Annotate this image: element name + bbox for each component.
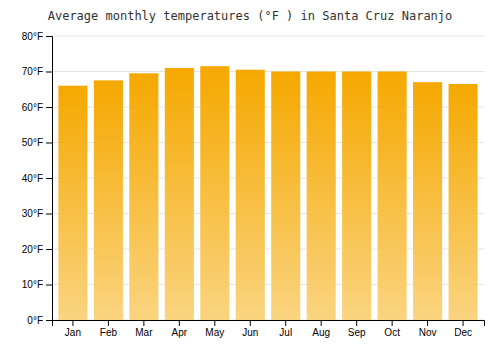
tick-mark xyxy=(250,320,251,326)
tick-label: 10°F xyxy=(22,279,43,290)
tick-mark xyxy=(46,178,52,179)
tick-mark xyxy=(46,214,52,215)
tick: Aug xyxy=(312,320,330,338)
tick-mark xyxy=(46,72,52,73)
y-axis: 0°F 10°F 20°F 30°F 40°F 50°F 60°F 70°F 80°F xyxy=(22,31,53,326)
tick-label: Jan xyxy=(65,327,81,338)
tick-label: Aug xyxy=(312,327,330,338)
tick-label: Jul xyxy=(279,327,292,338)
bar xyxy=(342,72,371,321)
tick-mark xyxy=(46,107,52,108)
tick-mark xyxy=(321,320,322,326)
tick-mark xyxy=(46,36,52,37)
tick: Jun xyxy=(242,320,258,338)
tick-mark xyxy=(463,320,464,326)
tick-mark xyxy=(72,320,73,326)
tick: Oct xyxy=(384,320,400,338)
tick-label: May xyxy=(205,327,224,338)
tick: 0°F xyxy=(27,315,52,326)
tick-mark xyxy=(427,320,428,326)
tick-mark xyxy=(46,249,52,250)
tick: Feb xyxy=(100,320,118,338)
tick: Jul xyxy=(279,320,292,338)
bar xyxy=(94,80,123,320)
tick-label: 50°F xyxy=(22,137,43,148)
tick-mark xyxy=(46,320,52,321)
tick-label: Feb xyxy=(100,327,118,338)
bar xyxy=(165,68,194,320)
plot: 0°F 10°F 20°F 30°F 40°F 50°F 60°F 70°F 80°F Jan Fe… xyxy=(22,31,485,338)
tick: 80°F xyxy=(22,31,52,42)
tick: 40°F xyxy=(22,173,52,184)
tick: Apr xyxy=(172,320,188,338)
tick-mark xyxy=(46,143,52,144)
tick-label: 60°F xyxy=(22,102,43,113)
tick: 60°F xyxy=(22,102,52,113)
bar xyxy=(129,73,158,320)
tick: Nov xyxy=(419,320,437,338)
axis-line xyxy=(53,321,485,327)
tick-mark xyxy=(108,320,109,326)
x-axis: Jan Feb Mar Apr May Jun Jul Aug Sep Oct Nov Dec xyxy=(53,320,485,338)
bar xyxy=(413,82,442,320)
tick-label: 30°F xyxy=(22,208,43,219)
tick-label: Nov xyxy=(419,327,437,338)
bar xyxy=(200,66,229,320)
tick-label: 80°F xyxy=(22,31,43,42)
tick-mark xyxy=(214,320,215,326)
tick-label: Apr xyxy=(172,327,188,338)
tick-label: 0°F xyxy=(27,315,43,326)
tick-label: Mar xyxy=(135,327,153,338)
bar xyxy=(236,70,265,320)
tick: Jan xyxy=(65,320,81,338)
tick-label: Jun xyxy=(242,327,258,338)
bars xyxy=(58,66,477,320)
tick: 70°F xyxy=(22,66,52,77)
tick-mark xyxy=(392,320,393,326)
bar xyxy=(378,72,407,321)
tick-label: 20°F xyxy=(22,244,43,255)
bar xyxy=(307,72,336,321)
tick: Sep xyxy=(348,320,366,338)
tick: 50°F xyxy=(22,137,52,148)
tick-label: Oct xyxy=(384,327,400,338)
tick: May xyxy=(205,320,224,338)
title: Average monthly temperatures (°F ) in Sa… xyxy=(48,9,453,23)
bar xyxy=(58,86,87,320)
tick-mark xyxy=(356,320,357,326)
tick: 30°F xyxy=(22,208,52,219)
tick-mark xyxy=(46,285,52,286)
bar xyxy=(271,72,300,321)
grid-line xyxy=(52,36,484,37)
tick-mark xyxy=(143,320,144,326)
tick: 10°F xyxy=(22,279,52,290)
tick-label: 40°F xyxy=(22,173,43,184)
tick-label: Sep xyxy=(348,327,366,338)
tick: Dec xyxy=(454,320,472,338)
tick-label: 70°F xyxy=(22,66,43,77)
tick: Mar xyxy=(135,320,153,338)
grid-line xyxy=(52,71,484,72)
axis-line xyxy=(46,37,53,321)
bar xyxy=(449,84,478,320)
tick-mark xyxy=(285,320,286,326)
chart: 0°F 10°F 20°F 30°F 40°F 50°F 60°F 70°F 80°F Jan Fe… xyxy=(0,0,500,350)
tick-label: Dec xyxy=(454,327,472,338)
tick: 20°F xyxy=(22,244,52,255)
tick-mark xyxy=(179,320,180,326)
grid xyxy=(52,36,484,320)
